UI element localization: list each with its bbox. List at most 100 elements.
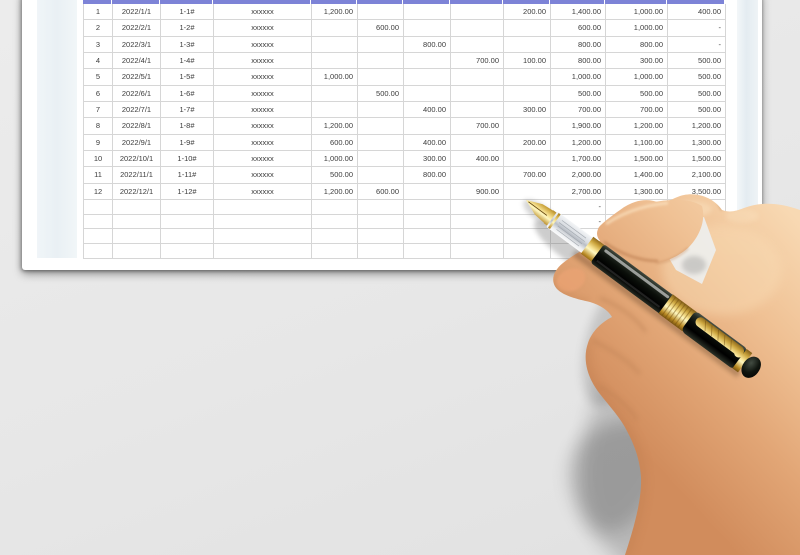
cell-amount-5 — [504, 200, 551, 215]
table-row: 5 2022/5/1 1-5# xxxxxx 1,000.00 1,000.00… — [83, 69, 726, 86]
cell-amount-4: 700.00 — [451, 118, 504, 135]
cell-amount-4 — [451, 20, 504, 37]
cell-amount-2 — [358, 36, 404, 54]
cell-row-number: 1 — [84, 4, 113, 21]
cell-date: 2022/5/1 — [113, 69, 161, 86]
table-row: 2 2022/2/1 1-2# xxxxxx 600.00 600.00 1,0… — [83, 20, 726, 37]
cell-out — [606, 200, 668, 215]
cell-amount-5 — [504, 118, 551, 135]
cell-row-number: 9 — [84, 134, 113, 152]
cell-out: 1,000.00 — [606, 4, 668, 21]
cell-amount-3: 800.00 — [404, 167, 451, 184]
cell-row-number — [84, 244, 113, 259]
table-row: 7 2022/7/1 1-7# xxxxxx 400.00 300.00 700… — [83, 102, 726, 119]
cell-amount-4 — [451, 244, 504, 259]
cell-row-number: 5 — [84, 69, 113, 86]
cell-amount-4 — [451, 102, 504, 119]
cell-amount-3 — [404, 85, 451, 103]
cell-code: 1-6# — [161, 85, 214, 103]
cell-item: xxxxxx — [214, 134, 312, 152]
cell-amount-3 — [404, 4, 451, 21]
cell-code: 1-9# — [161, 134, 214, 152]
cell-code: 1-7# — [161, 102, 214, 119]
cell-date: 2022/11/1 — [113, 167, 161, 184]
cell-total: 2,000.00 — [551, 167, 606, 184]
cell-balance: 500.00 — [668, 102, 726, 119]
cell-amount-3: 300.00 — [404, 151, 451, 168]
cell-amount-2: 600.00 — [358, 20, 404, 37]
cell-amount-4 — [451, 214, 504, 230]
table-row: 1 2022/1/1 1-1# xxxxxx 1,200.00 200.00 1… — [83, 4, 726, 21]
cell-amount-2: 500.00 — [358, 85, 404, 103]
cell-out: 1,100.00 — [606, 134, 668, 152]
cell-date — [113, 200, 161, 215]
cell-amount-4 — [451, 36, 504, 54]
cell-code: 1-4# — [161, 53, 214, 70]
cell-total: - — [551, 200, 606, 215]
cell-total — [551, 244, 606, 259]
cell-row-number: 8 — [84, 118, 113, 135]
pen-cap — [682, 312, 747, 368]
cell-code: 1-1# — [161, 4, 214, 21]
cell-balance: 1,500.00 — [668, 151, 726, 168]
cell-total — [551, 229, 606, 245]
cell-amount-5 — [504, 85, 551, 103]
cell-amount-4: 900.00 — [451, 183, 504, 201]
cell-total: 700.00 — [551, 102, 606, 119]
cell-amount-4: 700.00 — [451, 53, 504, 70]
cell-row-number: 4 — [84, 53, 113, 70]
cell-item: xxxxxx — [214, 183, 312, 201]
cell-balance: 400.00 — [668, 4, 726, 21]
cell-amount-5 — [504, 36, 551, 54]
cell-out — [606, 229, 668, 245]
cell-item: xxxxxx — [214, 151, 312, 168]
cell-code — [161, 200, 214, 215]
cell-amount-1 — [312, 85, 358, 103]
cell-amount-2 — [358, 69, 404, 86]
cell-item — [214, 229, 312, 245]
cell-date: 2022/8/1 — [113, 118, 161, 135]
cell-amount-3: 400.00 — [404, 134, 451, 152]
cell-amount-2 — [358, 102, 404, 119]
cell-amount-4 — [451, 229, 504, 245]
cell-amount-5 — [504, 20, 551, 37]
table-row: 3 2022/3/1 1-3# xxxxxx 800.00 800.00 800… — [83, 36, 726, 54]
cell-date: 2022/12/1 — [113, 183, 161, 201]
cell-balance: 2,100.00 — [668, 167, 726, 184]
cell-amount-1: 1,000.00 — [312, 151, 358, 168]
cell-amount-3 — [404, 53, 451, 70]
cell-balance: 1,300.00 — [668, 134, 726, 152]
cell-balance — [668, 229, 726, 245]
cell-amount-3: 400.00 — [404, 102, 451, 119]
cell-item: xxxxxx — [214, 102, 312, 119]
cell-amount-5 — [504, 183, 551, 201]
cell-balance: - — [668, 36, 726, 54]
cell-code: 1-8# — [161, 118, 214, 135]
cell-amount-3 — [404, 69, 451, 86]
cell-amount-1 — [312, 36, 358, 54]
cell-amount-2 — [358, 167, 404, 184]
table-row: 4 2022/4/1 1-4# xxxxxx 700.00 100.00 800… — [83, 53, 726, 70]
cell-balance: 500.00 — [668, 53, 726, 70]
cell-code — [161, 244, 214, 259]
cell-amount-5: 200.00 — [504, 134, 551, 152]
header-cell — [160, 0, 213, 4]
cell-amount-3 — [404, 20, 451, 37]
cell-item — [214, 200, 312, 215]
cell-amount-1 — [312, 244, 358, 259]
cell-amount-2 — [358, 200, 404, 215]
cell-amount-1 — [312, 102, 358, 119]
cell-out: 300.00 — [606, 53, 668, 70]
cell-item — [214, 214, 312, 230]
cell-code — [161, 214, 214, 230]
table-row: - — [83, 214, 726, 230]
cell-balance: 1,200.00 — [668, 118, 726, 135]
header-cell — [605, 0, 667, 4]
cell-amount-4: 400.00 — [451, 151, 504, 168]
cell-item: xxxxxx — [214, 85, 312, 103]
cell-amount-4 — [451, 69, 504, 86]
cell-amount-1 — [312, 200, 358, 215]
cell-item: xxxxxx — [214, 20, 312, 37]
cell-date: 2022/7/1 — [113, 102, 161, 119]
